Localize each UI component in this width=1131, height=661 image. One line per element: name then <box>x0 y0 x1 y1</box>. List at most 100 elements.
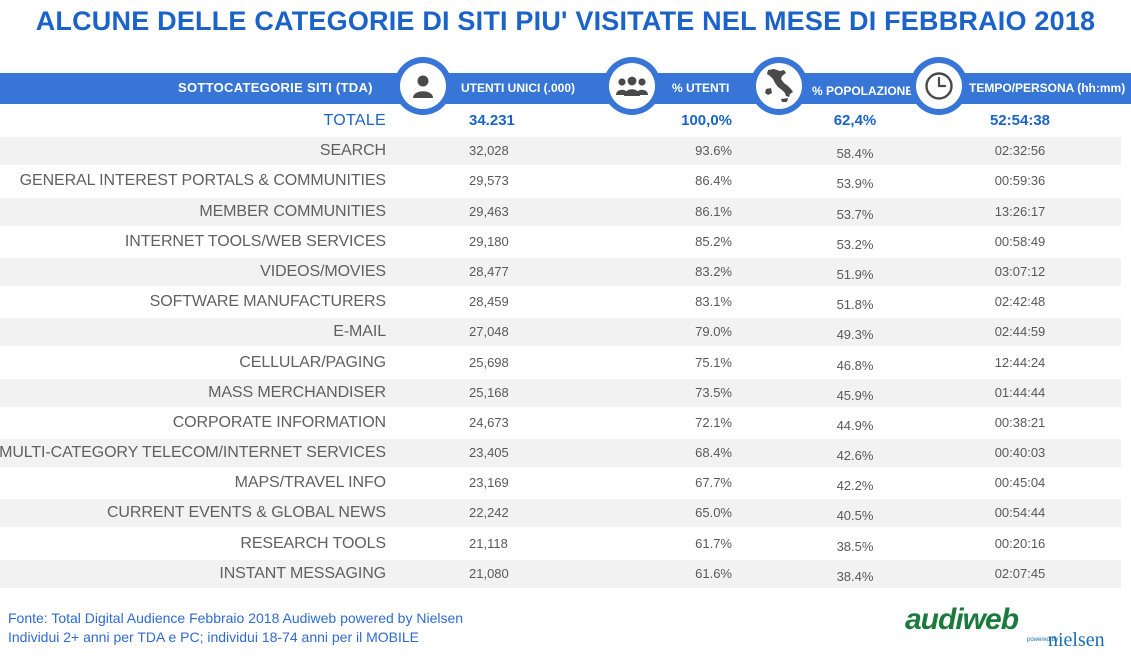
row-time-per-person: 02:07:45 <box>994 565 1046 581</box>
table-row: MASS MERCHANDISER 25,168 73.5% 45.9% 01:44:4… <box>0 378 1131 408</box>
table-row: CELLULAR/PAGING 25,698 75.1% 46.8% 12:44:24 <box>0 348 1131 378</box>
row-category: INSTANT MESSAGING <box>219 564 386 582</box>
row-unique-users: 25,168 <box>469 384 509 400</box>
row-pct-users: 72.1% <box>695 414 732 430</box>
row-category: GENERAL INTEREST PORTALS & COMMUNITIES <box>19 172 386 190</box>
logo-audiweb-text: audiweb <box>905 603 1019 636</box>
row-pct-users: 86.1% <box>695 203 732 219</box>
row-unique-users: 21,118 <box>469 535 508 551</box>
row-unique-users: 28,459 <box>469 294 509 310</box>
row-pct-population: 53.7% <box>836 206 874 222</box>
row-unique-users: 22,242 <box>469 505 509 521</box>
table-row: MEMBER COMMUNITIES 29,463 86.1% 53.7% 13:26:… <box>0 197 1131 227</box>
table-row: GENERAL INTEREST PORTALS & COMMUNITIES 29… <box>0 166 1131 196</box>
row-pct-population: 53.9% <box>836 176 874 192</box>
source-note: Fonte: Total Digital Audience Febbraio 2… <box>8 609 463 647</box>
row-time-per-person: 13:26:17 <box>994 203 1046 219</box>
table-row: MAPS/TRAVEL INFO 23,169 67.7% 42.2% 00:45:04 <box>0 468 1131 498</box>
row-category: VIDEOS/MOVIES <box>260 262 386 280</box>
row-time-per-person: 01:44:44 <box>994 384 1046 400</box>
row-category: MULTI-CATEGORY TELECOM/INTERNET SERVICES <box>0 444 386 462</box>
row-time-per-person: 02:42:48 <box>994 294 1046 310</box>
logo-powered-text: powered by <box>1027 637 1059 643</box>
row-pct-users: 85.2% <box>695 233 732 249</box>
logo-nielsen-text: nielsen <box>1048 629 1105 651</box>
data-table: TOTALE 34.231 100,0% 62,4% 52:54:38 SEAR… <box>0 106 1131 589</box>
row-unique-users: 32,028 <box>469 143 509 159</box>
row-pct-users: 75.1% <box>695 354 732 370</box>
row-pct-population: 49.3% <box>836 327 874 343</box>
row-pct-users: 83.1% <box>695 294 732 310</box>
row-time-per-person: 12:44:24 <box>994 354 1046 370</box>
row-pct-population: 46.8% <box>836 357 874 373</box>
row-time-per-person: 00:40:03 <box>994 445 1046 461</box>
row-unique-users: 29,573 <box>469 173 509 189</box>
row-category: SEARCH <box>319 142 386 160</box>
row-pct-population: 53.2% <box>836 236 874 252</box>
row-pct-users: 79.0% <box>695 324 732 340</box>
table-row: RESEARCH TOOLS 21,118 61.7% 38.5% 00:20:16 <box>0 529 1131 559</box>
italy-map-icon <box>765 69 793 102</box>
row-pct-population: 62,4% <box>833 112 877 129</box>
row-unique-users: 29,180 <box>469 233 509 249</box>
row-time-per-person: 00:20:16 <box>994 535 1046 551</box>
group-icon-badge <box>603 57 661 115</box>
row-pct-population: 40.5% <box>836 508 874 524</box>
row-pct-population: 38.4% <box>836 568 874 584</box>
header-pct-population: % POPOLAZIONE <box>812 84 914 98</box>
row-category: TOTALE <box>323 112 386 129</box>
row-time-per-person: 00:45:04 <box>994 475 1046 491</box>
audiweb-logo: audiweb powered by nielsen <box>905 603 1125 659</box>
row-unique-users: 23,405 <box>469 445 509 461</box>
italy-map-icon-badge <box>750 57 808 115</box>
row-pct-population: 45.9% <box>836 387 874 403</box>
table-row: CURRENT EVENTS & GLOBAL NEWS 22,242 65.0% 4… <box>0 498 1131 528</box>
row-category: CORPORATE INFORMATION <box>172 413 386 431</box>
row-pct-users: 83.2% <box>695 263 732 279</box>
page-title: ALCUNE DELLE CATEGORIE DI SITI PIU' VISI… <box>35 6 1096 36</box>
row-category: RESEARCH TOOLS <box>240 534 386 552</box>
row-unique-users: 23,169 <box>469 475 509 491</box>
row-category: E-MAIL <box>333 323 386 341</box>
row-pct-users: 86.4% <box>695 173 732 189</box>
row-time-per-person: 00:54:44 <box>994 505 1046 521</box>
header-pct-users: % UTENTI <box>672 81 730 95</box>
row-pct-population: 42.2% <box>836 478 874 494</box>
row-pct-population: 51.8% <box>836 297 874 313</box>
row-pct-users: 67.7% <box>695 475 732 491</box>
row-pct-population: 51.9% <box>836 266 874 282</box>
row-unique-users: 28,477 <box>469 263 509 279</box>
table-row: CORPORATE INFORMATION 24,673 72.1% 44.9% 00:… <box>0 408 1131 438</box>
source-line-1: Fonte: Total Digital Audience Febbraio 2… <box>8 610 464 626</box>
row-pct-users: 61.6% <box>695 565 732 581</box>
row-category: INTERNET TOOLS/WEB SERVICES <box>124 232 386 250</box>
row-pct-users: 68.4% <box>695 445 732 461</box>
clock-icon <box>925 72 953 100</box>
header-unique-users: UTENTI UNICI (.000) <box>461 81 576 95</box>
table-row: INSTANT MESSAGING 21,080 61.6% 38.4% 02:07:4… <box>0 559 1131 589</box>
row-time-per-person: 02:32:56 <box>994 143 1046 159</box>
person-icon <box>413 75 433 98</box>
source-line-2: Individui 2+ anni per TDA e PC; individu… <box>8 629 420 645</box>
row-time-per-person: 03:07:12 <box>994 263 1046 279</box>
row-pct-population: 38.5% <box>836 538 874 554</box>
row-unique-users: 34.231 <box>469 112 515 129</box>
table-row: E-MAIL 27,048 79.0% 49.3% 02:44:59 <box>0 317 1131 347</box>
row-pct-users: 73.5% <box>695 384 732 400</box>
person-icon-badge <box>394 57 452 115</box>
row-time-per-person: 52:54:38 <box>989 112 1051 129</box>
header-time-per-person: TEMPO/PERSONA (hh:mm) <box>969 81 1126 95</box>
row-unique-users: 27,048 <box>469 324 509 340</box>
row-category: MASS MERCHANDISER <box>208 383 386 401</box>
row-pct-population: 44.9% <box>836 417 874 433</box>
row-unique-users: 25,698 <box>469 354 509 370</box>
table-row: SOFTWARE MANUFACTURERS 28,459 83.1% 51.8% 02… <box>0 287 1131 317</box>
row-pct-population: 42.6% <box>836 448 874 464</box>
row-category: SOFTWARE MANUFACTURERS <box>149 293 386 311</box>
row-category: CURRENT EVENTS & GLOBAL NEWS <box>106 504 386 522</box>
table-row: VIDEOS/MOVIES 28,477 83.2% 51.9% 03:07:12 <box>0 257 1131 287</box>
row-time-per-person: 00:38:21 <box>994 414 1046 430</box>
row-pct-users: 65.0% <box>695 505 732 521</box>
row-pct-population: 58.4% <box>836 146 874 162</box>
table-row: SEARCH 32,028 93.6% 58.4% 02:32:56 <box>0 136 1131 166</box>
